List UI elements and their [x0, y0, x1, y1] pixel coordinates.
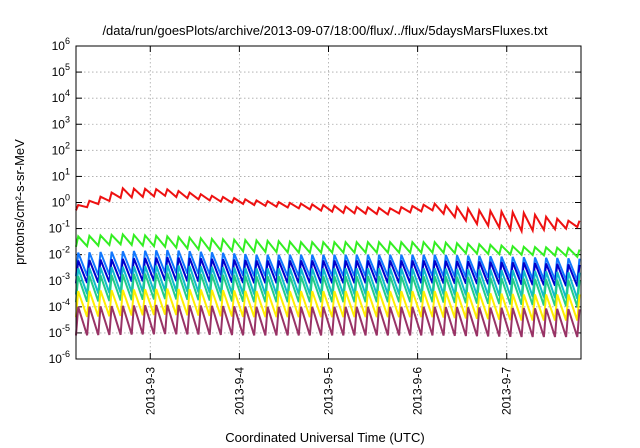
series-line-5 [75, 264, 581, 300]
series-line-2 [75, 232, 581, 259]
x-tick-label: 2013-9-6 [411, 367, 425, 415]
y-tick-label: 100 [52, 193, 70, 210]
series-line-6 [75, 272, 581, 308]
x-tick-label: 2013-9-3 [143, 367, 157, 415]
grid [76, 45, 581, 360]
y-tick-label: 10-1 [49, 219, 70, 236]
y-tick-label: 10-6 [49, 349, 70, 366]
series-line-4 [75, 256, 581, 287]
series-lines [75, 186, 581, 338]
x-tick-label: 2013-9-5 [322, 367, 336, 415]
x-tick-label: 2013-9-4 [232, 367, 246, 415]
plot-frame [75, 45, 582, 360]
y-tick-label: 10-5 [49, 323, 70, 340]
y-tick-label: 10-4 [49, 297, 70, 314]
y-tick-label: 102 [52, 140, 70, 157]
y-tick-label: 105 [52, 62, 70, 79]
series-line-3 [75, 249, 581, 281]
y-tick-label: 101 [52, 166, 70, 183]
y-tick-label: 103 [52, 114, 70, 131]
y-axis-label: protons/cm²-s-sr-MeV [12, 139, 27, 265]
x-tick-label: 2013-9-7 [500, 367, 514, 415]
y-tick-label: 10-3 [49, 271, 70, 288]
x-axis-label: Coordinated Universal Time (UTC) [225, 430, 424, 445]
y-tick-label: 10-2 [49, 245, 70, 262]
y-tick-labels: 10-6 10-5 10-4 10-3 10-2 10-1 100 101 102 103 104 1… [49, 36, 70, 366]
y-tick-label: 106 [52, 36, 70, 53]
series-line-8 [75, 304, 581, 338]
y-tick-label: 104 [52, 88, 70, 105]
x-tick-labels: 2013-9-3 2013-9-4 2013-9-5 2013-9-6 2013-9-7 [143, 367, 513, 415]
series-line-1 [75, 186, 581, 235]
series-line-7 [75, 288, 581, 321]
chart-title: /data/run/goesPlots/archive/2013-09-07/1… [102, 23, 548, 38]
